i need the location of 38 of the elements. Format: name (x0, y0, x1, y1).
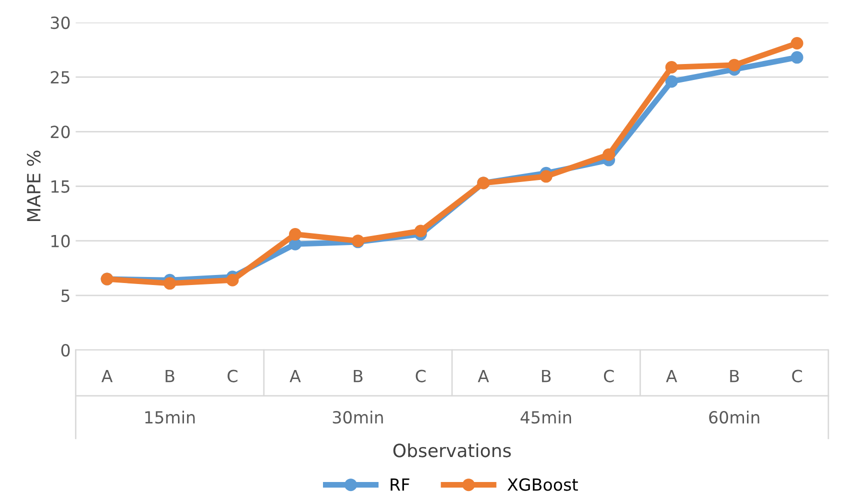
point (288, 228, 302, 241)
x-tick-label: C (604, 370, 614, 382)
point (602, 148, 616, 161)
y-tick-label: 20 (50, 126, 70, 138)
x-axis-title: Observations (393, 443, 511, 458)
x-tick-label: A (101, 370, 113, 382)
point (790, 51, 804, 64)
legend-label: RF (390, 478, 410, 491)
point (728, 58, 741, 72)
y-tick-label: 25 (50, 71, 70, 84)
x-tick-label: C (792, 370, 802, 382)
y-tick-label: 0 (61, 344, 70, 357)
x-tick-label: A (290, 370, 301, 382)
text: 15min (145, 410, 195, 424)
x-tick-label: A (478, 370, 489, 382)
x-tick-label: B (166, 370, 174, 382)
y-tick-label: 15 (51, 180, 70, 193)
x-tick-label: B (542, 370, 551, 382)
y-tick-label: 10 (51, 234, 70, 248)
x-tick-label: B (730, 370, 739, 382)
x-tick-label: B (354, 370, 362, 382)
y-tick-label: 30 (50, 16, 70, 30)
point (226, 274, 239, 286)
point (665, 61, 678, 74)
y-tick-label: 5 (62, 290, 70, 302)
x-tick-label: C (416, 370, 426, 382)
x-tick-label: A (666, 370, 678, 382)
text: 60min (709, 410, 760, 424)
point (790, 36, 804, 50)
point (665, 75, 678, 88)
text: 45min (520, 410, 572, 424)
point (164, 277, 176, 290)
text: 30min (332, 410, 383, 424)
point (540, 170, 552, 183)
point (414, 224, 427, 238)
y-axis-title: MAPE % (26, 150, 41, 222)
x-tick-label: C (228, 370, 238, 382)
legend-label: XGBoost (507, 478, 578, 491)
